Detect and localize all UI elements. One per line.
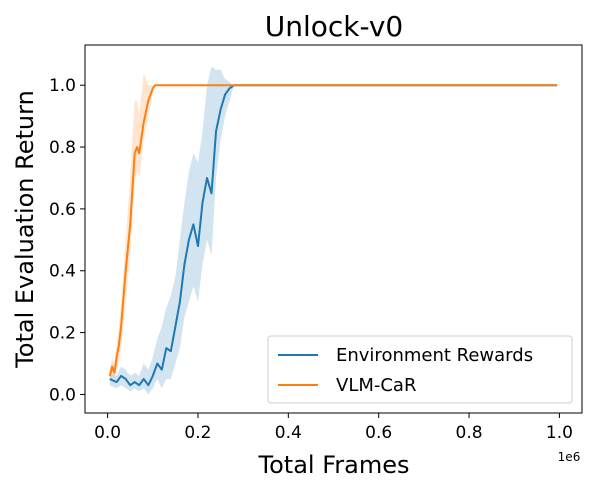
y-tick-label: 0.6 bbox=[49, 200, 76, 220]
x-tick-label: 1.0 bbox=[546, 423, 573, 443]
line-vlm-car bbox=[108, 84, 558, 377]
y-tick-label: 0.8 bbox=[49, 138, 76, 158]
legend-label-environment-rewards: Environment Rewards bbox=[336, 345, 533, 366]
x-tick-label: 0.0 bbox=[94, 423, 121, 443]
line-environment-rewards bbox=[109, 84, 558, 387]
y-axis-label: Total Evaluation Return bbox=[11, 90, 39, 369]
x-tick-label: 0.4 bbox=[275, 423, 302, 443]
x-tick-label: 0.8 bbox=[456, 423, 483, 443]
x-tick-label: 0.2 bbox=[184, 423, 211, 443]
plot-frame bbox=[84, 44, 583, 414]
legend: Environment Rewards VLM-CaR bbox=[267, 335, 573, 404]
y-tick-label: 0.4 bbox=[49, 262, 76, 282]
legend-box bbox=[267, 335, 573, 404]
series-lines bbox=[108, 84, 558, 387]
y-tick-label: 0.2 bbox=[49, 324, 76, 344]
x-axis-ticks: 0.0 0.2 0.4 0.6 0.8 1.0 bbox=[94, 413, 573, 443]
legend-label-vlm-car: VLM-CaR bbox=[336, 375, 416, 396]
y-tick-label: 0.0 bbox=[49, 385, 76, 405]
y-tick-label: 1.0 bbox=[49, 76, 76, 96]
x-axis-label: Total Frames bbox=[258, 451, 410, 479]
y-axis-ticks: 0.0 0.2 0.4 0.6 0.8 1.0 bbox=[49, 76, 85, 405]
chart-title: Unlock-v0 bbox=[265, 10, 404, 43]
x-offset-label: 1e6 bbox=[558, 450, 581, 464]
x-tick-label: 0.6 bbox=[365, 423, 392, 443]
